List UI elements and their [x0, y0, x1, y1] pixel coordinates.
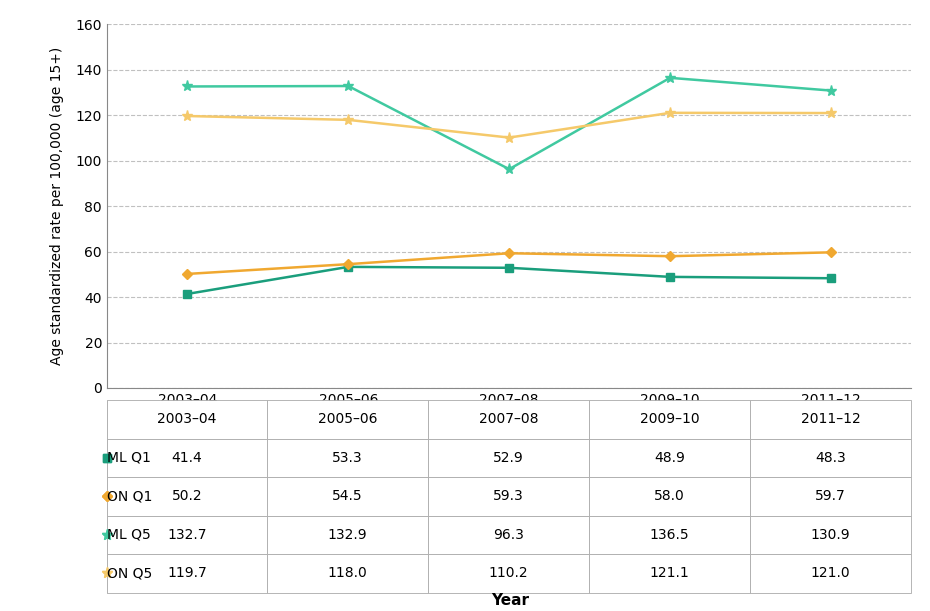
Text: ON Q5: ON Q5 [107, 566, 153, 580]
Y-axis label: Age standardized rate per 100,000 (age 15+): Age standardized rate per 100,000 (age 1… [50, 47, 64, 365]
Text: ML Q5: ML Q5 [107, 528, 151, 542]
Text: ML Q1: ML Q1 [107, 451, 151, 465]
Text: Year: Year [491, 593, 528, 608]
Text: ON Q1: ON Q1 [107, 489, 153, 503]
